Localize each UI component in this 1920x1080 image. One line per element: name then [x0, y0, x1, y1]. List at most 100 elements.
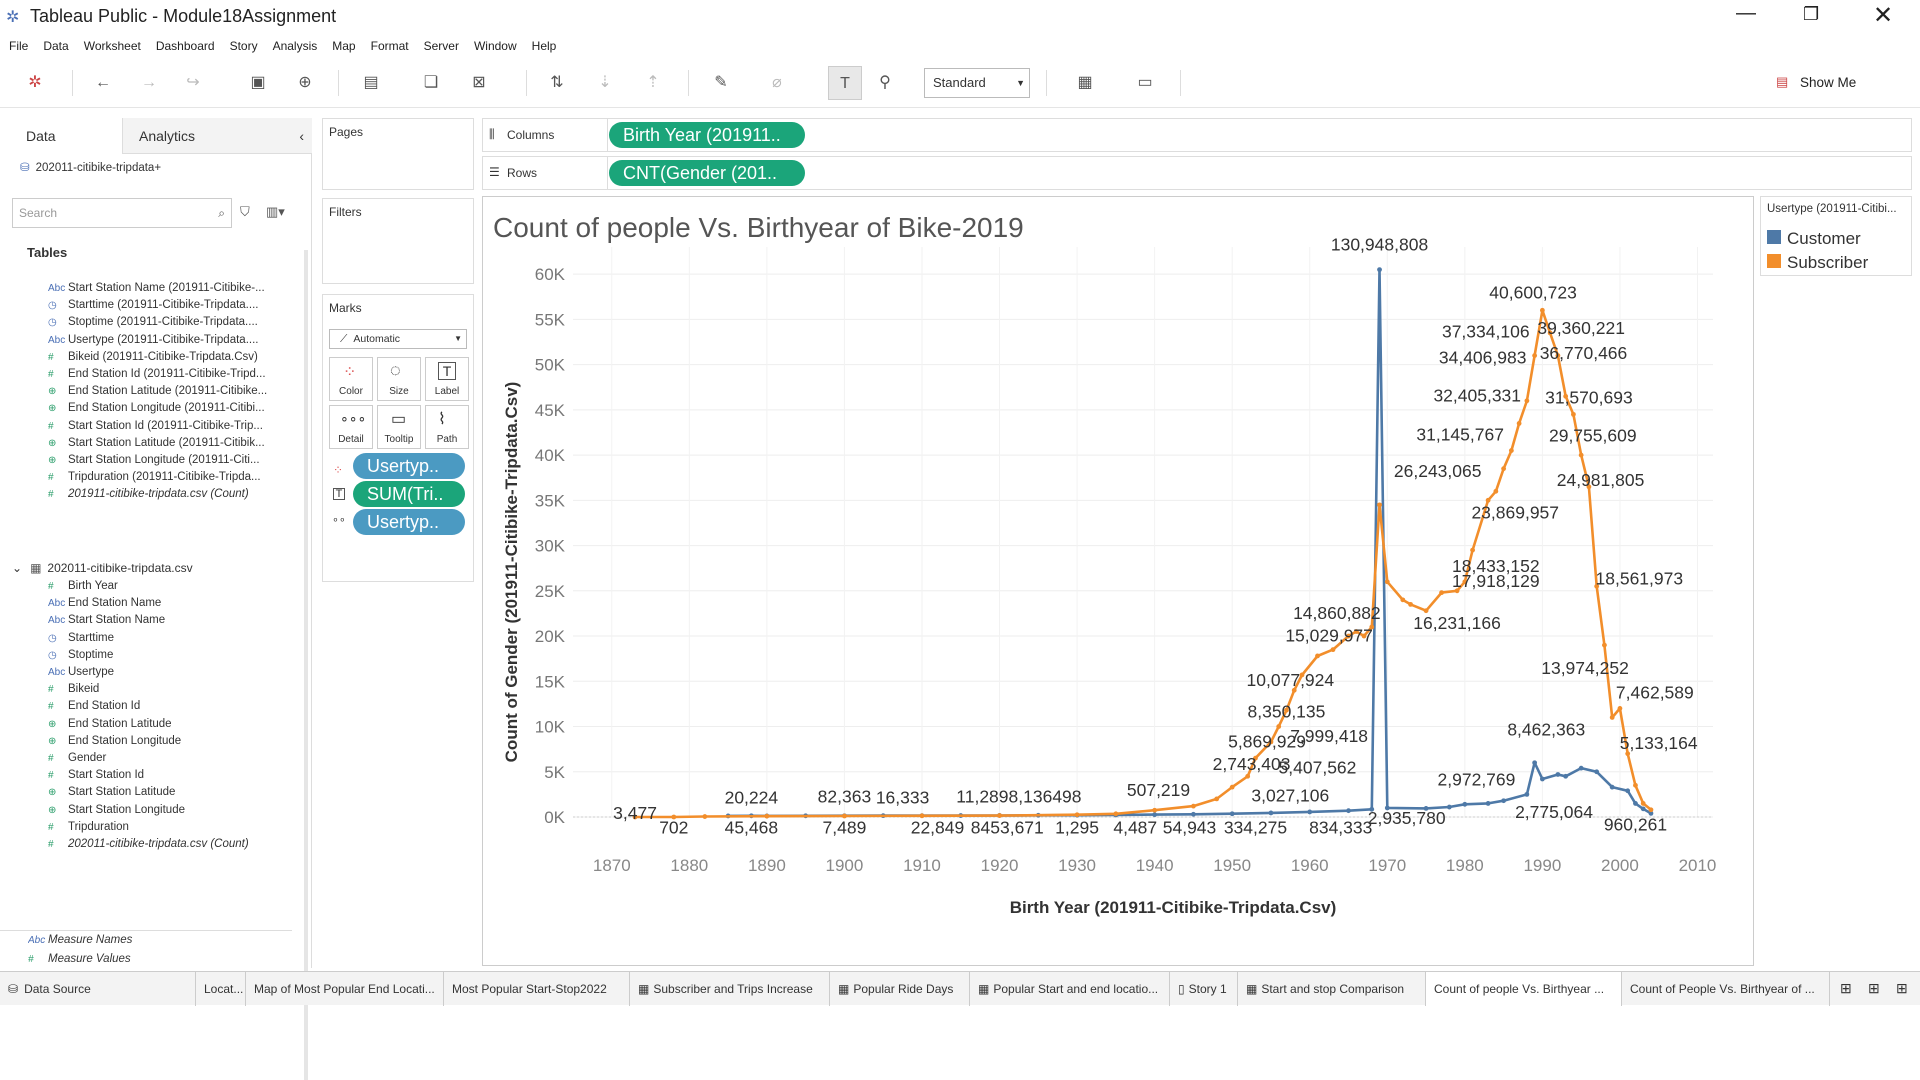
data-point-subscriber[interactable] — [1563, 393, 1569, 399]
data-point-subscriber[interactable] — [1501, 466, 1507, 472]
data-point-subscriber[interactable] — [1485, 497, 1491, 503]
cards-icon[interactable]: ▦ — [1077, 74, 1093, 91]
field-item[interactable]: # Bikeid — [48, 683, 308, 703]
data-point-customer[interactable] — [1152, 812, 1158, 818]
menu-file[interactable]: File — [9, 39, 29, 53]
data-point-subscriber[interactable] — [1346, 633, 1351, 639]
data-point-customer[interactable] — [1268, 810, 1274, 816]
new-story-tab-icon[interactable]: ⊞ — [1896, 980, 1908, 996]
data-point-subscriber[interactable] — [1229, 784, 1235, 790]
color-button[interactable]: ⁘ Color — [329, 357, 373, 401]
data-point-subscriber[interactable] — [997, 813, 1002, 818]
data-point-subscriber[interactable] — [919, 813, 925, 819]
fix-axes-icon[interactable]: ⚲ — [879, 74, 891, 91]
data-point-subscriber[interactable] — [1113, 811, 1119, 817]
undo-icon[interactable]: ← — [95, 74, 111, 91]
field-item[interactable]: ⊕ Start Station Latitude — [48, 786, 308, 806]
field-item[interactable]: #202011-citibike-tripdata.csv (Count) — [48, 838, 308, 858]
columns-shelf[interactable]: ⫼ Columns Birth Year (201911.. — [482, 118, 1912, 152]
data-point-subscriber[interactable] — [1276, 724, 1282, 729]
data-point-subscriber[interactable] — [1315, 653, 1320, 659]
menu-analysis[interactable]: Analysis — [272, 39, 318, 53]
data-point-subscriber[interactable] — [1384, 579, 1390, 585]
tab-locat[interactable]: Locat... — [196, 972, 246, 1006]
data-point-subscriber[interactable] — [1508, 448, 1514, 453]
data-point-customer[interactable] — [1555, 772, 1561, 777]
data-point-subscriber[interactable] — [1578, 452, 1584, 458]
field-item[interactable]: #201911-citibike-tripdata.csv (Count) — [48, 488, 308, 508]
data-point-customer[interactable] — [1462, 801, 1468, 807]
filters-card[interactable]: Filters — [322, 198, 474, 284]
measure-values-field[interactable]: # Measure Values — [28, 953, 288, 973]
data-point-subscriber[interactable] — [1625, 751, 1631, 757]
mark-type-select[interactable]: ⟋ Automatic ▼ — [329, 329, 467, 349]
data-point-subscriber[interactable] — [632, 814, 638, 820]
data-point-subscriber[interactable] — [1191, 803, 1196, 809]
data-point-customer[interactable] — [1307, 809, 1313, 815]
data-point-subscriber[interactable] — [1524, 398, 1530, 404]
data-point-subscriber[interactable] — [1408, 601, 1413, 607]
rows-pill-cnt-gender[interactable]: CNT(Gender (201.. — [609, 160, 805, 186]
legend-item-subscriber[interactable]: Subscriber — [1767, 253, 1868, 273]
field-item[interactable]: ⊕ End Station Longitude (201911-Citibi... — [48, 402, 308, 422]
field-item[interactable]: ⊕ Start Station Latitude (201911-Citibik.… — [48, 437, 308, 457]
close-icon[interactable]: ✕ — [1873, 2, 1894, 29]
tab-count-people-active[interactable]: Count of people Vs. Birthyear ... — [1426, 972, 1622, 1006]
sort-desc-icon[interactable]: ⇡ — [646, 74, 660, 91]
data-point-subscriber[interactable] — [1633, 782, 1638, 788]
filter-icon[interactable]: ⛉ — [240, 204, 250, 219]
view-options-icon[interactable]: ▥▾ — [266, 204, 285, 219]
data-point-subscriber[interactable] — [1245, 773, 1251, 779]
data-point-subscriber[interactable] — [1253, 755, 1258, 761]
data-point-customer[interactable] — [1625, 788, 1631, 794]
tab-count-people-2[interactable]: Count of People Vs. Birthyear of ... — [1622, 972, 1830, 1006]
legend-item-customer[interactable]: Customer — [1767, 229, 1861, 249]
field-item[interactable]: ◷ Stoptime (201911-Citibike-Tripdata.... — [48, 316, 308, 336]
datasource-name[interactable]: ⛁ 202011-citibike-tripdata+ — [20, 160, 161, 174]
new-worksheet-icon[interactable]: ▤ — [363, 74, 379, 91]
tab-popular-start-end[interactable]: ▦ Popular Start and end locatio... — [970, 972, 1170, 1006]
data-point-subscriber[interactable] — [1648, 807, 1654, 813]
data-point-subscriber[interactable] — [1547, 330, 1553, 336]
menu-window[interactable]: Window — [473, 39, 517, 53]
columns-pill-birth-year[interactable]: Birth Year (201911.. — [609, 122, 805, 148]
data-point-subscriber[interactable] — [1609, 715, 1615, 720]
data-point-subscriber[interactable] — [1586, 484, 1592, 490]
data-point-customer[interactable] — [1609, 784, 1615, 790]
menu-server[interactable]: Server — [423, 39, 459, 53]
restore-icon[interactable]: ❐ — [1803, 4, 1820, 24]
menu-format[interactable]: Format — [370, 39, 409, 53]
rows-shelf[interactable]: ☰ Rows CNT(Gender (201.. — [482, 156, 1912, 190]
field-item[interactable]: ◷ Starttime — [48, 632, 308, 652]
field-item[interactable]: ◷ Stoptime — [48, 649, 308, 669]
data-point-customer[interactable] — [1563, 773, 1569, 779]
data-point-subscriber[interactable] — [1214, 796, 1220, 802]
data-point-subscriber[interactable] — [1361, 633, 1367, 639]
field-item[interactable]: # Start Station Id — [48, 769, 308, 789]
field-item[interactable]: ⊕ End Station Latitude (201911-Citibike..… — [48, 385, 308, 405]
view-mode-select[interactable]: Standard ▼ — [924, 68, 1030, 98]
size-button[interactable]: ◌ Size — [377, 357, 421, 401]
data-point-customer[interactable] — [1485, 801, 1491, 806]
data-point-subscriber[interactable] — [1594, 583, 1600, 589]
data-point-subscriber[interactable] — [1330, 647, 1336, 653]
field-item[interactable]: ⊕ End Station Latitude — [48, 718, 308, 738]
sort-asc-icon[interactable]: ⇣ — [598, 74, 612, 91]
field-item[interactable]: # End Station Id — [48, 700, 308, 720]
show-labels-icon[interactable]: T — [828, 66, 862, 100]
data-point-customer[interactable] — [1532, 760, 1538, 766]
tab-data[interactable]: Data — [0, 118, 122, 154]
menu-story[interactable]: Story — [229, 39, 258, 53]
presentation-icon[interactable]: ▭ — [1137, 74, 1153, 91]
swap-icon[interactable]: ⇅ — [550, 74, 564, 91]
tab-start-stop-comparison[interactable]: ▦ Start and stop Comparison — [1238, 972, 1426, 1006]
duplicate-icon[interactable]: ❏ — [423, 74, 439, 91]
data-point-subscriber[interactable] — [1617, 706, 1623, 711]
data-point-subscriber[interactable] — [1423, 608, 1429, 614]
data-point-subscriber[interactable] — [1377, 502, 1382, 508]
new-worksheet-tab-icon[interactable]: ⊞ — [1840, 980, 1852, 996]
field-item[interactable]: # End Station Id (201911-Citibike-Tripd..… — [48, 368, 308, 388]
tab-map-popular-end[interactable]: Map of Most Popular End Locati... — [246, 972, 444, 1006]
data-point-subscriber[interactable] — [1571, 411, 1576, 417]
data-point-subscriber[interactable] — [1074, 812, 1080, 818]
